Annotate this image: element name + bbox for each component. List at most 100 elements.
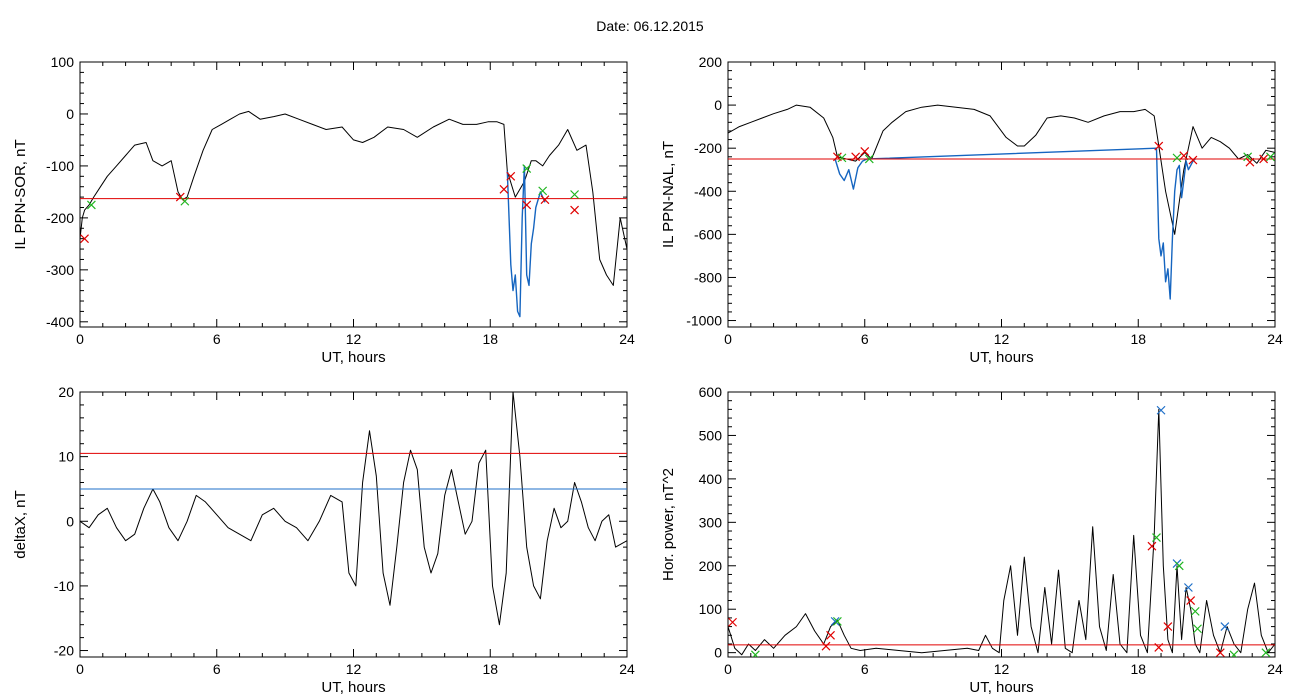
marker-red <box>570 205 580 215</box>
plot-frame <box>79 391 628 658</box>
series-line-black <box>80 392 627 626</box>
x-axis-title: UT, hours <box>321 349 385 366</box>
marker-red <box>522 200 532 210</box>
y-tick-label: -400 <box>694 183 722 199</box>
series-line-blue <box>834 147 1196 300</box>
marker-green <box>180 196 190 206</box>
y-tick-label: 0 <box>714 645 722 661</box>
x-tick-label: 24 <box>1267 661 1283 677</box>
marker-green <box>1261 648 1271 657</box>
x-tick-label: 12 <box>346 331 362 347</box>
marker-green <box>832 616 842 626</box>
marker-green <box>522 164 532 173</box>
x-tick-label: 18 <box>1130 331 1146 347</box>
x-tick-label: 18 <box>1130 661 1146 677</box>
marker-red <box>80 234 89 244</box>
y-axis-title: IL PPN-NAL, nT <box>660 141 677 248</box>
x-axis-title: UT, hours <box>321 679 385 696</box>
marker-red <box>860 146 870 156</box>
marker-red <box>1179 151 1189 161</box>
y-tick-label: 200 <box>699 54 723 70</box>
marker-red <box>1186 596 1196 605</box>
x-tick-label: 12 <box>346 661 362 677</box>
panel-deltax: 0 6 12 18 24 20 10 0 -10 -20 UT, hours deltaX, nT <box>12 384 635 696</box>
y-tick-label: 0 <box>714 97 722 113</box>
panel-il-ppn-nal: 0 6 12 18 24 200 0 -200 -400 -600 -800 -1000 UT, hou… <box>660 54 1283 366</box>
x-tick-label: 24 <box>1267 331 1283 347</box>
marker-green <box>1152 533 1161 542</box>
marker-green <box>750 650 760 657</box>
y-tick-label: -10 <box>54 578 74 594</box>
marker-green <box>1174 561 1184 571</box>
y-tick-label: -100 <box>46 158 74 174</box>
panel-hor-power: 0 6 12 18 24 600 500 400 300 200 100 0 UT, hours Hor.… <box>660 384 1283 696</box>
marker-red <box>1215 648 1225 657</box>
x-tick-label: 24 <box>619 661 635 677</box>
y-tick-label: -200 <box>46 210 74 226</box>
marker-blue <box>830 616 840 626</box>
x-tick-label: 0 <box>724 331 732 347</box>
y-tick-label: -800 <box>694 269 722 285</box>
plot-area <box>728 405 1275 657</box>
marker-red <box>499 184 509 194</box>
marker-red <box>1259 154 1269 164</box>
x-tick-label: 18 <box>482 331 498 347</box>
plot-area <box>80 110 627 318</box>
marker-green <box>837 153 847 163</box>
y-tick-label: 100 <box>51 54 75 70</box>
plot-frame <box>79 61 628 328</box>
y-tick-label: 20 <box>58 384 74 400</box>
marker-red <box>1245 157 1255 167</box>
plot-area <box>728 104 1275 300</box>
plot-area <box>80 392 627 626</box>
marker-red <box>851 152 861 162</box>
y-tick-label: 400 <box>699 471 723 487</box>
x-tick-label: 6 <box>861 661 869 677</box>
marker-red <box>1154 141 1164 151</box>
y-tick-label: -200 <box>694 140 722 156</box>
y-tick-label: -300 <box>46 262 74 278</box>
marker-green <box>864 154 874 164</box>
series-line-black <box>728 408 1275 656</box>
x-tick-label: 6 <box>213 661 221 677</box>
panel-il-ppn-sor: 0 6 12 18 24 100 0 -100 -200 -300 -400 UT, hours IL … <box>12 54 635 366</box>
x-axis-title: UT, hours <box>969 679 1033 696</box>
y-tick-label: -600 <box>694 226 722 242</box>
x-tick-label: 0 <box>76 661 84 677</box>
y-axis-title: IL PPN-SOR, nT <box>12 139 29 249</box>
y-tick-label: 0 <box>66 513 74 529</box>
y-tick-label: 100 <box>699 601 723 617</box>
y-tick-label: -1000 <box>686 313 722 329</box>
series-line-black <box>80 110 627 286</box>
y-tick-label: -400 <box>46 314 74 330</box>
x-tick-label: 0 <box>724 661 732 677</box>
y-tick-label: 600 <box>699 384 723 400</box>
y-axis-title: Hor. power, nT^2 <box>660 468 677 581</box>
y-tick-label: 300 <box>699 514 723 530</box>
marker-green <box>570 190 580 199</box>
x-axis-title: UT, hours <box>969 349 1033 366</box>
marker-green <box>538 186 548 196</box>
series-line-black <box>728 104 1275 235</box>
x-tick-label: 12 <box>994 661 1010 677</box>
x-tick-label: 12 <box>994 331 1010 347</box>
x-tick-label: 6 <box>861 331 869 347</box>
x-tick-label: 24 <box>619 331 635 347</box>
y-tick-label: -20 <box>54 643 74 659</box>
marker-red <box>821 641 831 651</box>
marker-red <box>540 195 550 205</box>
marker-red <box>826 630 835 640</box>
y-tick-label: 200 <box>699 558 723 574</box>
marker-blue <box>1220 622 1230 632</box>
page-title: Date: 06.12.2015 <box>596 18 704 34</box>
marker-red <box>1188 155 1198 165</box>
marker-red <box>1147 541 1157 551</box>
marker-green <box>1243 152 1253 162</box>
y-tick-label: 0 <box>66 106 74 122</box>
plot-frame <box>727 391 1276 658</box>
marker-blue <box>1183 583 1193 592</box>
marker-blue <box>1156 405 1166 415</box>
plot-frame <box>727 61 1276 328</box>
marker-red <box>506 171 516 181</box>
